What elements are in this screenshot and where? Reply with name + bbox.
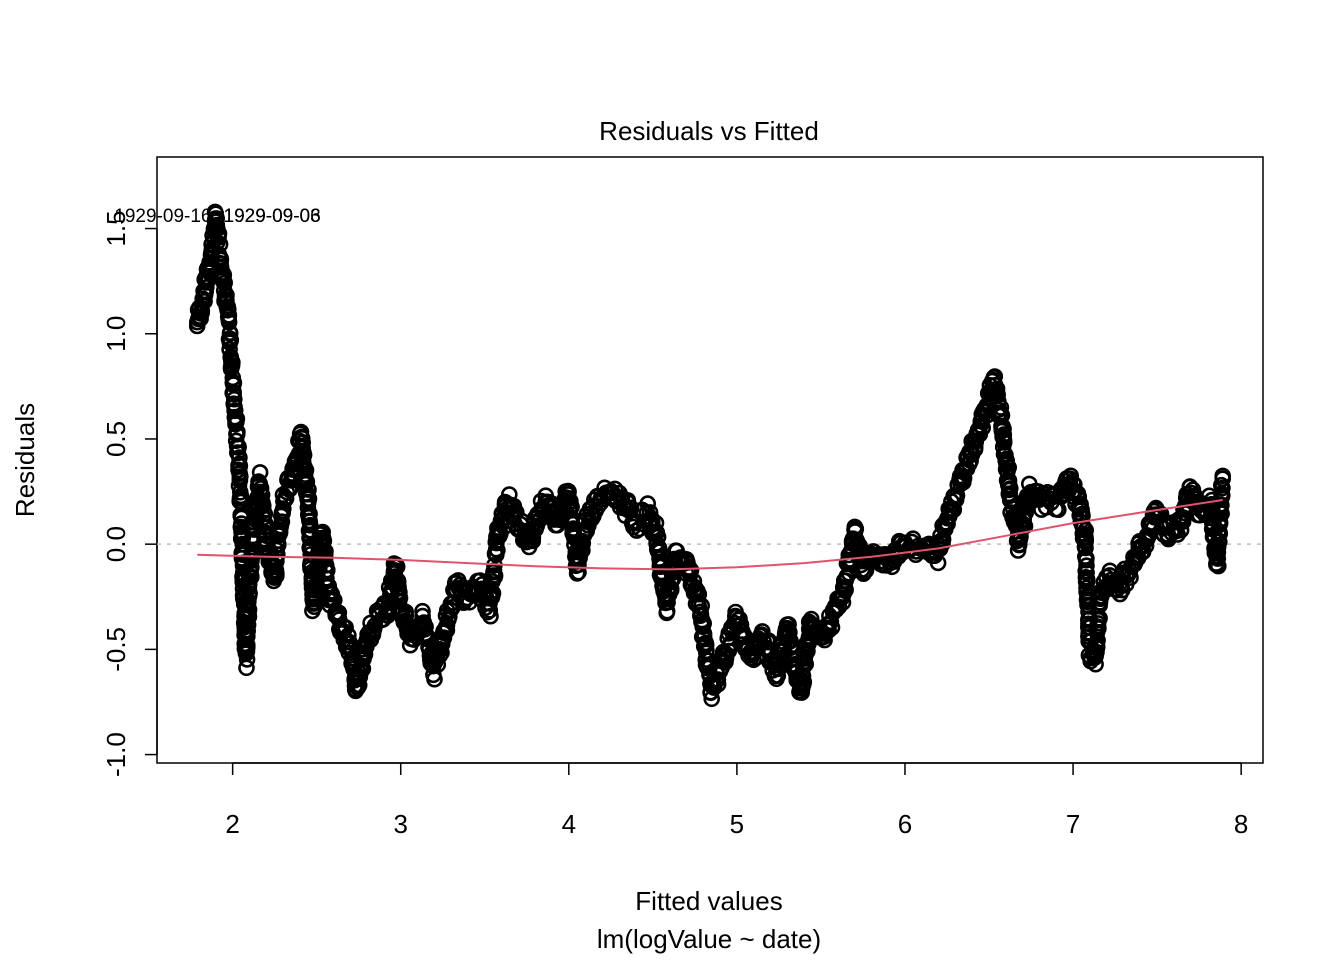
residual-point xyxy=(589,498,607,515)
residual-point xyxy=(254,497,272,514)
residual-point xyxy=(226,390,243,408)
residual-point xyxy=(1211,515,1229,532)
point-label: 1929-09-03 xyxy=(224,206,321,227)
residual-point xyxy=(1062,467,1079,485)
residual-point xyxy=(1077,551,1095,569)
y-tick-label: -0.5 xyxy=(101,627,131,672)
y-tick-label: 0.0 xyxy=(101,526,131,562)
residual-point xyxy=(314,523,332,541)
residual-point xyxy=(1089,618,1107,636)
residual-point xyxy=(1087,655,1104,673)
residual-point xyxy=(780,616,797,633)
residual-point xyxy=(843,552,861,569)
residual-point xyxy=(210,228,227,246)
residual-point xyxy=(955,469,973,487)
residual-point xyxy=(1209,543,1227,561)
x-tick-label: 8 xyxy=(1234,809,1248,839)
residual-point xyxy=(223,357,241,374)
chart-title: Residuals vs Fitted xyxy=(599,116,819,146)
y-axis: -1.0 -0.5 0.0 0.5 1.0 1.5 xyxy=(101,210,158,777)
residual-point xyxy=(1010,536,1028,554)
residual-point xyxy=(305,598,323,616)
residual-point xyxy=(232,483,249,501)
y-axis-label: Residuals xyxy=(10,403,40,517)
x-tick-label: 7 xyxy=(1066,809,1080,839)
y-tick-label: 0.5 xyxy=(101,421,131,457)
point-label: 1929-09-06 xyxy=(224,206,321,227)
point-label: 1929-09-16 xyxy=(114,206,211,227)
residual-point xyxy=(484,584,502,602)
residual-point xyxy=(1213,496,1230,514)
x-tick-label: 5 xyxy=(730,809,744,839)
x-axis-sublabel: lm(logValue ~ date) xyxy=(597,924,821,954)
residual-point xyxy=(966,440,984,458)
x-tick-label: 6 xyxy=(898,809,912,839)
residual-point xyxy=(256,505,274,523)
residual-point xyxy=(1181,478,1199,496)
residual-point xyxy=(220,313,238,331)
residual-point xyxy=(240,601,258,619)
residual-point xyxy=(241,585,258,602)
residual-point xyxy=(1077,521,1094,539)
residual-point xyxy=(239,628,256,645)
residual-point xyxy=(267,561,285,579)
residual-point xyxy=(718,645,735,663)
residual-point xyxy=(218,291,235,309)
residual-point xyxy=(222,331,239,349)
y-tick-label: -1.0 xyxy=(101,732,131,777)
residual-point xyxy=(992,399,1010,416)
residual-point xyxy=(221,325,239,343)
residual-point xyxy=(1209,550,1227,567)
residual-point xyxy=(251,464,269,481)
residual-point xyxy=(350,676,368,694)
residual-point xyxy=(208,210,225,227)
residual-point xyxy=(486,567,504,584)
x-tick-label: 4 xyxy=(562,809,576,839)
x-tick-label: 3 xyxy=(393,809,407,839)
residual-point xyxy=(1077,531,1095,549)
residual-point xyxy=(271,523,289,540)
residual-points xyxy=(188,203,1231,708)
residual-point xyxy=(1211,533,1228,551)
residual-point xyxy=(294,439,311,457)
x-tick-label: 2 xyxy=(225,809,239,839)
residual-point xyxy=(781,631,799,649)
x-axis-label: Fitted values xyxy=(635,886,782,916)
residual-point xyxy=(1213,476,1230,494)
residual-point xyxy=(482,607,499,625)
residual-point xyxy=(193,302,211,320)
residual-point xyxy=(1214,467,1231,485)
residual-point xyxy=(391,583,408,601)
residual-point xyxy=(215,266,233,284)
residual-point xyxy=(695,625,713,643)
residual-point xyxy=(1137,537,1155,555)
y-tick-label: 1.0 xyxy=(101,316,131,352)
residual-point xyxy=(662,581,680,599)
residual-point xyxy=(1077,539,1094,557)
residual-point xyxy=(268,553,285,570)
residual-point xyxy=(351,668,369,686)
x-axis: 2 3 4 5 6 7 8 xyxy=(225,762,1248,839)
residual-point xyxy=(658,602,676,620)
residual-point xyxy=(253,486,271,504)
residual-point xyxy=(225,374,243,392)
residual-point xyxy=(237,645,255,662)
residual-point xyxy=(662,572,680,589)
residual-point xyxy=(231,472,249,489)
residual-point xyxy=(816,631,833,649)
residual-point xyxy=(243,568,260,586)
y-tick-label: 1.5 xyxy=(101,210,131,246)
residual-point xyxy=(948,487,966,504)
residual-point xyxy=(690,585,708,603)
residual-point xyxy=(220,308,237,325)
smoother-line xyxy=(197,499,1223,571)
residual-point xyxy=(639,495,657,512)
